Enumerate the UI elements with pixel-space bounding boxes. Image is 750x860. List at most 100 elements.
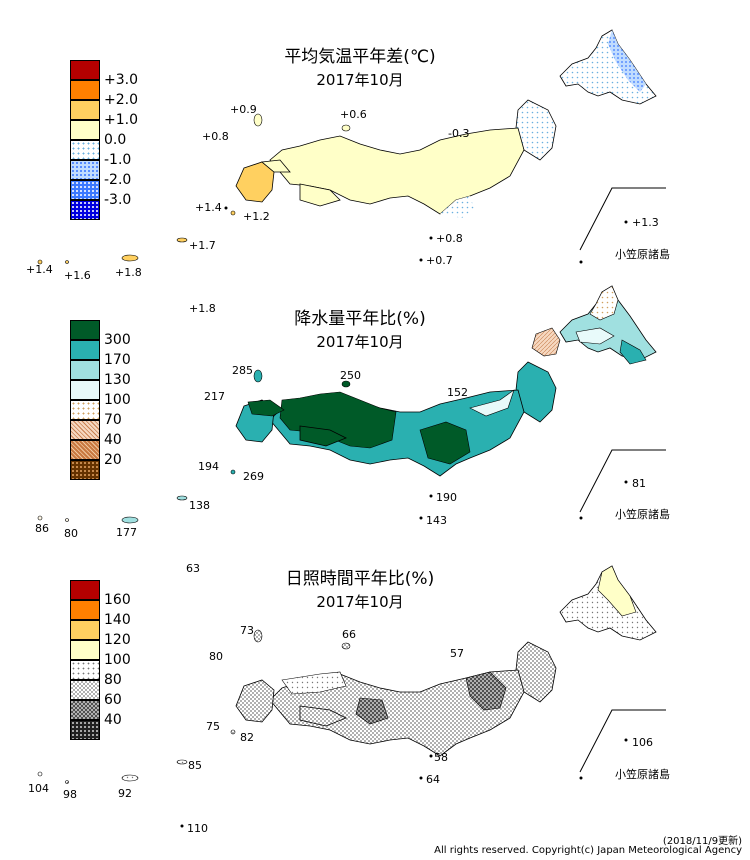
hokkaido-southwest-region — [531, 327, 561, 357]
hokkaido-east-region — [608, 30, 646, 92]
station-value: +1.4 — [26, 263, 53, 276]
legend-label: 60 — [104, 692, 122, 708]
legend-label: 0.0 — [104, 132, 127, 148]
okinawa-island — [121, 254, 139, 262]
legend-swatch — [70, 680, 100, 700]
minamitori-island — [579, 776, 583, 780]
legend-swatch — [70, 620, 100, 640]
legend-label: +1.0 — [104, 112, 138, 128]
legend-swatch — [70, 420, 100, 440]
bonin-label: 小笠原諸島 — [615, 768, 670, 781]
oki-island — [341, 124, 351, 132]
legend-label: +3.0 — [104, 72, 138, 88]
chugoku-region — [281, 671, 347, 695]
bonin-label: 小笠原諸島 — [615, 508, 670, 521]
station-value: 250 — [340, 369, 361, 382]
panel-title: 平均気温平年差(℃) — [284, 47, 436, 67]
station-value: +1.4 — [195, 201, 222, 214]
bonin-island — [624, 480, 628, 484]
panel-title: 日照時間平年比(%) — [285, 569, 435, 589]
bonin-inset-frame — [579, 449, 666, 513]
bonin-island — [624, 220, 628, 224]
okinawa-island — [121, 774, 139, 782]
station-value: 143 — [426, 514, 447, 527]
station-value: +1.7 — [189, 239, 216, 252]
bonin-island — [624, 738, 628, 742]
panel-subtitle: 2017年10月 — [316, 593, 404, 611]
bonin-label: 小笠原諸島 — [615, 248, 670, 261]
amami-island — [176, 759, 188, 765]
honshu-west-region — [279, 391, 397, 449]
hokkaido-north-region — [589, 285, 619, 321]
hokkaido-region — [559, 29, 657, 105]
station-value: +0.8 — [202, 130, 229, 143]
station-value: 106 — [632, 736, 653, 749]
legend-swatch — [70, 400, 100, 420]
chubu-region — [419, 421, 471, 465]
bonin-inset-frame — [579, 187, 666, 251]
legend-label: 160 — [104, 592, 131, 608]
legend-swatch — [70, 660, 100, 680]
legend-swatch — [70, 180, 100, 200]
station-value: 75 — [206, 720, 220, 733]
station-value: +1.3 — [632, 216, 659, 229]
station-value: +0.6 — [340, 108, 367, 121]
miyako-island — [65, 518, 69, 522]
minamitori-island — [579, 260, 583, 264]
station-value: +1.2 — [243, 210, 270, 223]
legend-label: 170 — [104, 352, 131, 368]
legend-swatch — [70, 600, 100, 620]
copyright: All rights reserved. Copyright(c) Japan … — [434, 845, 742, 856]
station-value: 177 — [116, 526, 137, 539]
shikoku-region — [299, 183, 341, 207]
legend-label: -3.0 — [104, 192, 132, 208]
legend-label: 80 — [104, 672, 122, 688]
izu-island-1 — [429, 236, 433, 240]
station-value: 285 — [232, 364, 253, 377]
station-value: 138 — [189, 499, 210, 512]
legend-label: 40 — [104, 712, 122, 728]
station-value: 217 — [204, 390, 225, 403]
station-value: 81 — [632, 477, 646, 490]
hokkaido-east-region — [619, 339, 647, 365]
legend-swatch — [70, 60, 100, 80]
izu-island-2 — [419, 258, 423, 262]
station-value: 64 — [426, 773, 440, 786]
station-value: 63 — [186, 562, 200, 575]
station-value: 82 — [240, 731, 254, 744]
panel-title: 降水量平年比(%) — [294, 309, 426, 329]
station-value: +0.8 — [436, 232, 463, 245]
station-value: +1.6 — [64, 269, 91, 282]
legend-swatch — [70, 360, 100, 380]
legend-swatch — [70, 340, 100, 360]
station-value: +1.8 — [189, 302, 216, 315]
shikoku-region — [299, 425, 347, 447]
izu-island-2 — [419, 516, 423, 520]
station-value: 86 — [35, 522, 49, 535]
tsushima-island — [253, 113, 263, 127]
station-value: 110 — [187, 822, 208, 835]
station-value: 80 — [209, 650, 223, 663]
oki-island — [341, 642, 351, 650]
kanto-cool-region — [440, 196, 474, 218]
tsushima-island — [253, 629, 263, 643]
station-value: +0.7 — [426, 254, 453, 267]
okinawa-island — [121, 516, 139, 524]
legend-label: 40 — [104, 432, 122, 448]
station-value: 152 — [447, 386, 468, 399]
hokkaido-central-region — [575, 327, 615, 345]
station-value: +1.8 — [115, 266, 142, 279]
kyushu-north-region — [261, 159, 291, 173]
yonaguni-island — [37, 515, 43, 521]
station-value: 57 — [450, 647, 464, 660]
legend-swatch — [70, 160, 100, 180]
tane-island — [230, 729, 236, 735]
legend-swatch — [70, 320, 100, 340]
station-value: 269 — [243, 470, 264, 483]
precipitation-map — [37, 285, 666, 524]
amami-island — [176, 495, 188, 501]
legend-swatch — [70, 100, 100, 120]
station-value: 66 — [342, 628, 356, 641]
tohoku-region — [515, 641, 557, 703]
daito-island — [180, 824, 184, 828]
